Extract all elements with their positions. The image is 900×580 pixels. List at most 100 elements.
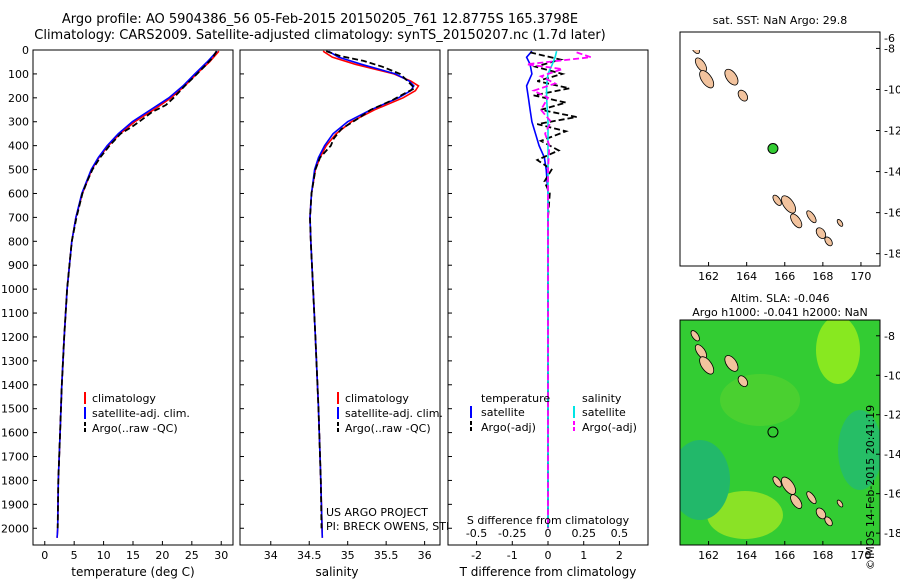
legend-label-temp-satellite: satellite xyxy=(481,406,525,419)
top-tick-label: 0.25 xyxy=(571,527,596,540)
x-tick-label: 30 xyxy=(214,549,228,562)
legend-swatch-climatology xyxy=(337,392,339,404)
depth-tick-label: 300 xyxy=(8,116,29,129)
map-x-tick-label: 166 xyxy=(774,270,795,283)
depth-tick-label: 500 xyxy=(8,164,29,177)
island-shape xyxy=(772,476,782,488)
x-tick-label: -1 xyxy=(507,549,518,562)
profile-line-argo--adj- xyxy=(526,51,592,529)
x-tick-label: 36 xyxy=(418,549,432,562)
map-y-tick-label: -18 xyxy=(884,248,900,261)
map-y-tick-label: -14 xyxy=(884,166,900,179)
island-shape xyxy=(781,476,797,495)
difference-series xyxy=(525,50,592,529)
depth-tick-label: 1400 xyxy=(1,379,29,392)
map-y-tick-label: -14 xyxy=(884,448,900,461)
depth-tick-label: 900 xyxy=(8,259,29,272)
x-tick-label: 0 xyxy=(545,549,552,562)
island-shape xyxy=(824,236,833,247)
map-x-tick-label: 170 xyxy=(850,549,871,562)
map-y-tick-label: -16 xyxy=(884,207,900,220)
legend-label-sal-satellite: satellite xyxy=(582,406,626,419)
legend-label-climatology: climatology xyxy=(92,392,156,405)
legend-label-temp-argo: Argo(-adj) xyxy=(481,421,536,434)
sla-map-title-line1: Altim. SLA: -0.046 xyxy=(730,292,829,305)
map-x-tick-label: 164 xyxy=(736,270,757,283)
sst-map-land xyxy=(690,50,844,247)
island-shape xyxy=(815,227,827,239)
map-y-tick-label: -8 xyxy=(884,42,895,55)
temperature-x-ticks: 0 5 10 15 20 25 30 xyxy=(41,541,228,562)
x-tick-label: -2 xyxy=(471,549,482,562)
salinity-axis-label: salinity xyxy=(315,565,358,579)
map-x-tick-label: 162 xyxy=(698,270,719,283)
map-x-tick-label: 162 xyxy=(698,549,719,562)
top-tick-label: 0.5 xyxy=(611,527,629,540)
depth-tick-label: 1800 xyxy=(1,474,29,487)
plot-title-line1: Argo profile: AO 5904386_56 05-Feb-2015 … xyxy=(61,12,579,27)
map-x-tick-label: 166 xyxy=(774,549,795,562)
difference-legend: temperature salinity satellite Argo(-adj… xyxy=(470,392,637,434)
salinity-axes-frame xyxy=(239,49,441,546)
depth-tick-label: 800 xyxy=(8,235,29,248)
temperature-depth-ticks: 0 100 200 300 400 500 600 700 800 900 1000 1100 1200… xyxy=(1,44,37,535)
legend-label-satellite: satellite-adj. clim. xyxy=(345,407,443,420)
legend-header-temperature: temperature xyxy=(481,392,550,405)
legend-header-salinity: salinity xyxy=(582,392,622,405)
map-x-tick-label: 168 xyxy=(812,270,833,283)
island-shape xyxy=(724,68,739,86)
salinity-depth-ticks xyxy=(240,49,244,529)
difference-x-ticks: -2 -1 0 1 2 xyxy=(471,541,623,562)
island-shape xyxy=(806,491,817,505)
x-tick-label: 1 xyxy=(580,549,587,562)
x-tick-label: 2 xyxy=(616,549,623,562)
depth-tick-label: 600 xyxy=(8,187,29,200)
island-shape xyxy=(772,194,782,206)
temperature-series xyxy=(56,50,220,538)
sla-map-panel: Altim. SLA: -0.046 Argo h1000: -0.041 h2… xyxy=(679,292,900,562)
island-shape xyxy=(824,516,833,527)
sla-map-blobs xyxy=(680,320,880,539)
x-tick-label: 20 xyxy=(155,549,169,562)
profile-line-argo---raw--qc- xyxy=(56,50,218,529)
sst-map-ticks: 162 164 166 168 170 -6-8 -10 -12 -14 -16 -18 xyxy=(698,32,900,283)
copyright-credit: ©IMOS 14-Feb-2015 20:41:19 xyxy=(864,404,877,570)
legend-swatch-satellite xyxy=(84,407,86,419)
x-tick-label: 34.5 xyxy=(297,549,322,562)
island-shape xyxy=(836,219,844,227)
island-shape xyxy=(781,195,797,214)
sla-mid-region xyxy=(720,374,800,426)
sla-low-region xyxy=(680,440,730,520)
sla-high-region xyxy=(816,320,860,384)
difference-depth-ticks xyxy=(448,49,452,529)
depth-tick-label: 400 xyxy=(8,140,29,153)
map-y-tick-label: -16 xyxy=(884,488,900,501)
depth-tick-label: 1600 xyxy=(1,427,29,440)
sst-map-frame xyxy=(679,31,881,267)
depth-tick-label: 200 xyxy=(8,92,29,105)
island-shape xyxy=(724,355,739,372)
island-shape xyxy=(790,213,803,229)
legend-swatch-sal-satellite xyxy=(573,406,575,418)
depth-tick-label: 0 xyxy=(22,44,29,57)
top-tick-label: -0.5 xyxy=(466,527,487,540)
depth-tick-label: 1500 xyxy=(1,403,29,416)
island-shape xyxy=(690,330,700,342)
sla-map-ticks: 162 164 166 168 170 -8 -10 -12 -14 -16 -18 xyxy=(698,330,900,562)
x-tick-label: 25 xyxy=(185,549,199,562)
top-tick-label: 0 xyxy=(545,527,552,540)
salinity-legend: climatology satellite-adj. clim. Argo(..… xyxy=(337,392,443,435)
float-location-marker xyxy=(767,426,779,438)
island-shape xyxy=(699,356,715,375)
map-y-tick-label: -12 xyxy=(884,125,900,138)
x-tick-label: 34 xyxy=(264,549,278,562)
map-y-tick-label: -12 xyxy=(884,409,900,422)
x-tick-label: 35.5 xyxy=(374,549,399,562)
sst-map-title: sat. SST: NaN Argo: 29.8 xyxy=(713,14,847,27)
map-y-tick-label: -10 xyxy=(884,83,900,96)
x-tick-label: 10 xyxy=(97,549,111,562)
x-tick-label: 15 xyxy=(126,549,140,562)
island-shape xyxy=(790,494,803,509)
island-shape xyxy=(737,89,749,102)
